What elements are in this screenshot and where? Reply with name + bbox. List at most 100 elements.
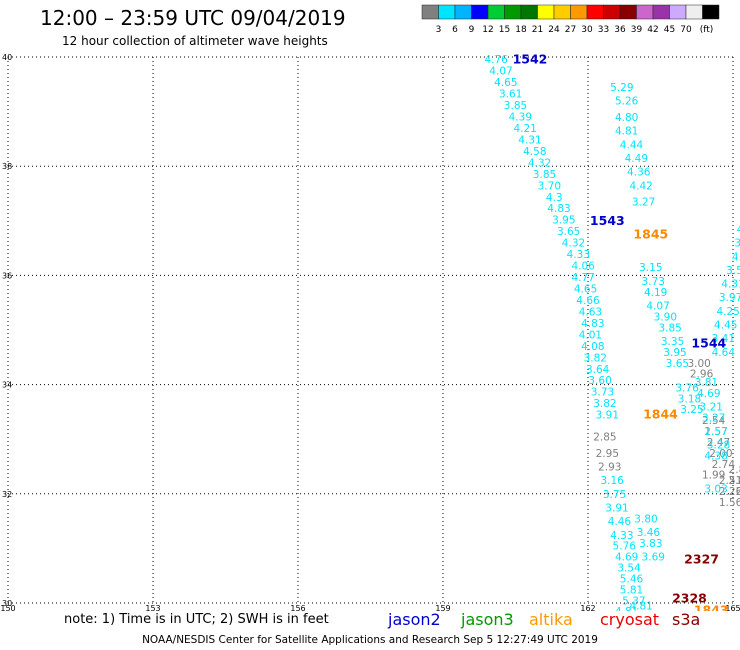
wave-height-point: 3.70 xyxy=(538,180,561,192)
wave-height-point: 4.46 xyxy=(608,516,632,528)
colorbar-label: 27 xyxy=(565,25,576,35)
wave-height-point: 4.9 xyxy=(732,251,740,263)
wave-height-point: 3.75 xyxy=(603,489,626,501)
wave-height-point: 3.97 xyxy=(719,292,740,304)
x-tick-label: 165 xyxy=(725,604,740,613)
x-tick-label: 156 xyxy=(290,604,305,613)
wave-height-point: 4.69 xyxy=(697,388,720,400)
wave-height-point: 3.65 xyxy=(666,358,689,370)
colorbar-label: 70 xyxy=(680,25,692,35)
wave-height-point: 4.66 xyxy=(576,295,600,307)
wave-height-point: 4.07 xyxy=(489,66,512,78)
wave-height-point: 3.57 xyxy=(726,265,740,277)
wave-height-point: 3.27 xyxy=(702,412,725,424)
wave-height-point: 3.83 xyxy=(639,538,662,550)
chart-subtitle: 12 hour collection of altimeter wave hei… xyxy=(62,34,328,48)
wave-height-point: 3.46 xyxy=(637,527,661,539)
y-tick-label: 40 xyxy=(2,53,12,62)
wave-height-point: 3.16 xyxy=(600,475,624,487)
colorbar-label: 42 xyxy=(647,25,658,35)
wave-height-point: 2.95 xyxy=(596,448,619,460)
y-tick-label: 38 xyxy=(2,162,12,171)
wave-height-point: 1.56 xyxy=(719,497,740,509)
wave-height-point: 3.76 xyxy=(675,382,699,394)
wave-height-point: 4.3 xyxy=(737,224,740,236)
wave-height-point: 3.73 xyxy=(591,387,614,399)
wave-height-point: 5.26 xyxy=(615,96,639,108)
wave-height-point: 3.80 xyxy=(634,513,657,525)
colorbar-label: 3 xyxy=(436,25,442,35)
wave-height-point: 3.15 xyxy=(639,262,662,274)
wave-height-point: 4.38 xyxy=(704,451,727,463)
pass-time-label: 1542 xyxy=(513,52,548,67)
wave-height-point: 2.85 xyxy=(593,431,616,443)
wave-height-point: 4.81 xyxy=(629,601,652,613)
wave-height-point: 2.54 xyxy=(702,415,726,427)
wave-height-point: 4.81 xyxy=(615,126,638,138)
wave-height-point: 3.41 xyxy=(712,333,735,345)
wave-height-point: 3.85 xyxy=(658,322,681,334)
wave-height-point: 4.19 xyxy=(644,287,667,299)
wave-height-point: 2.96 xyxy=(690,369,714,381)
colorbar-label: 9 xyxy=(469,25,475,35)
colorbar-label: 30 xyxy=(581,25,593,35)
color-scale-legend: 3 6 9 12 15 18 21 24 27 30 33 36 39 42 45 70 (ft) xyxy=(421,4,720,35)
wave-height-point: 3.82 xyxy=(584,352,607,364)
colorbar-label: 6 xyxy=(452,25,458,35)
colorbar-label: 12 xyxy=(482,25,493,35)
wave-height-point: 3.28 xyxy=(707,440,730,452)
wave-height-point: 2.26 xyxy=(719,486,740,498)
wave-height-point: 4.39 xyxy=(509,112,532,124)
wave-height-point: 3.60 xyxy=(588,375,611,387)
y-tick-label: 32 xyxy=(2,490,12,499)
wave-height-point: 3.03 xyxy=(704,483,727,495)
wave-height-point: 4.83 xyxy=(547,203,570,215)
wave-height-point: 3.82 xyxy=(593,398,616,410)
wave-height-point: 3.00 xyxy=(687,358,710,370)
wave-height-point: 3.25 xyxy=(680,404,703,416)
colorbar-swatch xyxy=(702,4,720,20)
colorbar-label: 24 xyxy=(548,25,560,35)
wave-height-point: 2.93 xyxy=(598,462,621,474)
wave-height-point: 4.36 xyxy=(627,167,651,179)
colorbar-label: 39 xyxy=(631,25,643,35)
y-tick-label: 34 xyxy=(2,381,12,390)
wave-height-point: 3.64 xyxy=(586,364,610,376)
wave-height-point: 4.06 xyxy=(571,261,595,273)
wave-height-point: 4.81 xyxy=(615,606,638,618)
wave-height-point: 2.47 xyxy=(707,437,730,449)
wave-height-point: 4.49 xyxy=(625,153,648,165)
wave-height-point: 4.64 xyxy=(712,347,736,359)
wave-height-point: 3.7 xyxy=(734,238,740,250)
wave-height-point: 2.51 xyxy=(719,475,740,487)
wave-height-point: 3.18 xyxy=(678,393,701,405)
legend-jason3: jason3 xyxy=(461,610,514,629)
pass-time-label: 1845 xyxy=(633,226,668,241)
wave-height-point: 3.35 xyxy=(661,336,684,348)
colorbar-label: 15 xyxy=(499,25,510,35)
credit-line: NOAA/NESDIS Center for Satellite Applica… xyxy=(142,634,598,646)
wave-height-point: 4.76 xyxy=(484,54,508,66)
wave-height-point: 3.85 xyxy=(504,100,527,112)
wave-height-point: 4.63 xyxy=(579,306,602,318)
legend-jason2: jason2 xyxy=(388,610,441,629)
wave-height-point: 5.46 xyxy=(620,573,644,585)
wave-height-point: 4.21 xyxy=(513,123,536,135)
wave-height-point: 4.45 xyxy=(714,320,737,332)
wave-height-point: 2.74 xyxy=(712,459,736,471)
wave-height-point: 3.91 xyxy=(605,502,628,514)
pass-time-label: 1843 xyxy=(694,603,729,618)
wave-height-point: 3.21 xyxy=(700,401,723,413)
wave-height-point: 4.07 xyxy=(646,300,669,312)
y-tick-label: 36 xyxy=(2,271,12,280)
wave-height-point: 2.86 xyxy=(729,475,740,487)
wave-height-point: 3.27 xyxy=(632,197,655,209)
colorbar-label: 33 xyxy=(598,25,609,35)
wave-height-point: 3.61 xyxy=(499,89,522,101)
wave-height-point: 4.65 xyxy=(574,284,597,296)
y-tick-label: 30 xyxy=(2,599,12,608)
pass-time-label: 1543 xyxy=(590,213,625,228)
wave-height-point: 3.85 xyxy=(533,169,556,181)
wave-height-point: 2.57 xyxy=(704,426,727,438)
x-tick-label: 153 xyxy=(145,604,160,613)
